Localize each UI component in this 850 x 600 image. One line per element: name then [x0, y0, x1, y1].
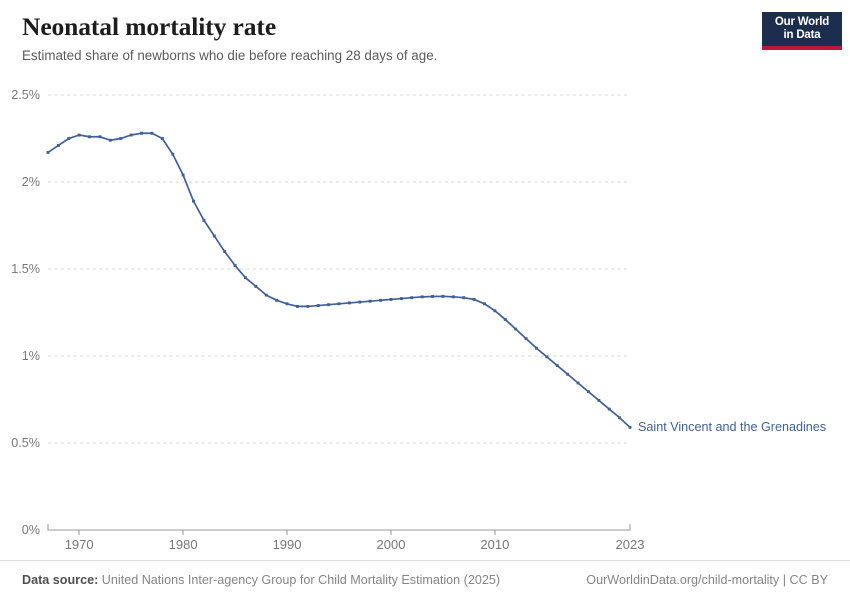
page-title: Neonatal mortality rate [22, 12, 277, 41]
series-data-point[interactable] [566, 372, 570, 376]
series-data-point[interactable] [327, 303, 331, 307]
series-data-point[interactable] [244, 276, 247, 280]
credit-link[interactable]: OurWorldinData.org/child-mortality | CC … [586, 573, 828, 587]
series-data-point[interactable] [295, 304, 299, 308]
series-data-point[interactable] [160, 137, 164, 140]
series-data-point[interactable] [493, 309, 497, 313]
logo-line-1: Our World [774, 16, 830, 28]
series-data-point[interactable] [618, 416, 622, 420]
our-world-in-data-logo[interactable]: Our World in Data [762, 12, 842, 50]
series-data-point[interactable] [316, 304, 320, 307]
series-data-point[interactable] [306, 304, 310, 308]
series-data-point[interactable] [597, 398, 601, 402]
logo-line-2: in Data [783, 28, 821, 41]
plot-area: 0% 0.5% 1% 1.5% 2% 2.5% 1970 1980 1990 2000 2010 2… [11, 88, 826, 552]
series-data-point[interactable] [368, 299, 372, 303]
series-data-point[interactable] [472, 298, 476, 301]
series-data-point[interactable] [202, 218, 206, 222]
data-source-label: Data source: [22, 573, 99, 587]
series-data-point[interactable] [514, 327, 518, 331]
series-data-point[interactable] [181, 173, 185, 177]
series-data-point[interactable] [233, 264, 237, 267]
series-data-point[interactable] [441, 294, 445, 298]
gridlines-group [48, 94, 630, 444]
series-data-point[interactable] [399, 297, 403, 301]
data-source-text: United Nations Inter-agency Group for Ch… [101, 573, 501, 587]
x-axis-group: 1970 1980 1990 2000 2010 2023 [47, 524, 645, 552]
series-data-point[interactable] [140, 131, 143, 135]
x-axis-tick-label: 2000 [377, 537, 406, 552]
series-end-label[interactable]: Saint Vincent and the Grenadines [638, 420, 826, 434]
y-axis-tick-label: 2.5% [11, 88, 40, 102]
series-data-point[interactable] [503, 318, 507, 321]
y-axis-tick-label: 1.5% [11, 262, 40, 276]
series-data-point[interactable] [98, 135, 102, 139]
y-axis-tick-label: 2% [22, 175, 40, 189]
series-data-point[interactable] [285, 302, 289, 306]
series-data-point[interactable] [77, 133, 81, 137]
series-data-point[interactable] [171, 152, 175, 156]
line-chart-svg: 0% 0.5% 1% 1.5% 2% 2.5% 1970 1980 1990 2000 2010 2… [11, 88, 826, 552]
series-data-point[interactable] [192, 199, 195, 203]
series-data-point[interactable] [451, 295, 455, 299]
series-data-point[interactable] [379, 298, 383, 302]
series-data-point[interactable] [254, 284, 258, 288]
series-data-point[interactable] [358, 300, 362, 304]
series-data-point[interactable] [462, 296, 466, 300]
series-data-point[interactable] [150, 131, 154, 135]
series-data-point[interactable] [275, 298, 279, 302]
y-axis-labels-group: 0% 0.5% 1% 1.5% 2% 2.5% [11, 88, 40, 537]
series-data-point[interactable] [555, 364, 559, 368]
series-data-point[interactable] [56, 144, 60, 147]
series-data-point[interactable] [545, 355, 549, 359]
series-data-point[interactable] [46, 150, 50, 154]
series-data-point[interactable] [576, 381, 580, 385]
series-data-point[interactable] [607, 407, 611, 411]
series-group [46, 131, 632, 429]
series-data-point[interactable] [264, 293, 268, 297]
series-labels-group: Saint Vincent and the Grenadines [638, 420, 826, 434]
x-axis-line [47, 524, 631, 531]
series-data-point[interactable] [223, 250, 227, 254]
y-axis-tick-label: 0.5% [11, 436, 40, 450]
y-axis-tick-label: 0% [22, 523, 40, 537]
chart-subtitle: Estimated share of newborns who die befo… [22, 48, 438, 63]
series-data-point[interactable] [337, 302, 341, 306]
series-data-point[interactable] [88, 135, 92, 139]
data-source-note: Data source: United Nations Inter-agency… [22, 573, 500, 587]
series-data-point[interactable] [410, 296, 414, 300]
chart-footer: Data source: United Nations Inter-agency… [0, 560, 850, 600]
x-axis-tick-label: 2023 [616, 537, 645, 552]
x-axis-tick-label: 1990 [273, 537, 302, 552]
series-data-point[interactable] [628, 425, 632, 429]
series-data-point[interactable] [431, 295, 434, 298]
y-axis-tick-label: 1% [22, 349, 40, 363]
series-data-point[interactable] [129, 133, 133, 137]
series-data-point[interactable] [389, 298, 393, 301]
series-data-point[interactable] [347, 301, 351, 305]
x-axis-tick-label: 1970 [65, 537, 94, 552]
series-data-point[interactable] [524, 337, 528, 341]
series-data-point[interactable] [535, 346, 538, 350]
x-axis-tick-label: 2010 [480, 537, 509, 552]
series-data-point[interactable] [586, 390, 590, 394]
chart-header: Neonatal mortality rate Estimated share … [22, 12, 722, 64]
series-data-point[interactable] [420, 295, 424, 299]
series-line[interactable] [47, 132, 631, 429]
series-data-point[interactable] [108, 138, 112, 142]
series-data-point[interactable] [483, 302, 486, 306]
x-axis-tick-label: 1980 [169, 537, 198, 552]
series-data-point[interactable] [212, 234, 216, 238]
series-data-point[interactable] [119, 137, 123, 140]
series-data-point[interactable] [67, 137, 71, 140]
